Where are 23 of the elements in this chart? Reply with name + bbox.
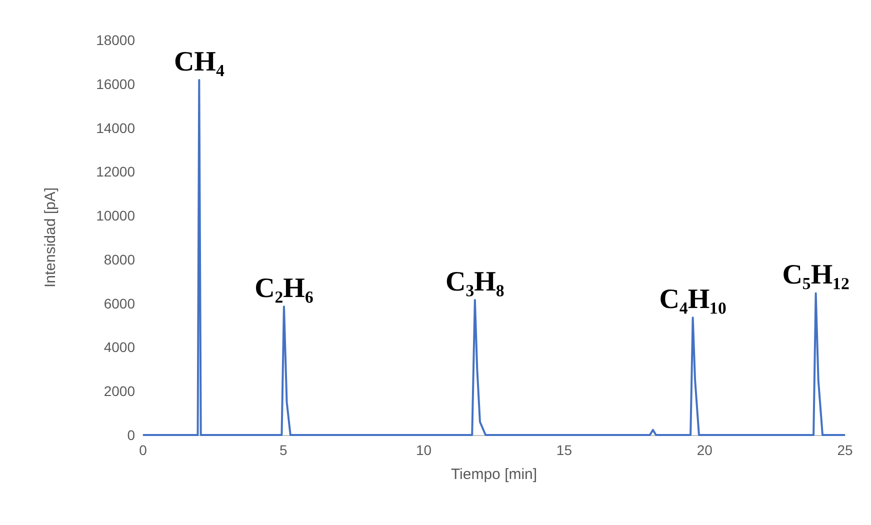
annotation: CH₄ — [174, 46, 225, 78]
x-tick-label: 25 — [837, 442, 853, 458]
x-tick-label: 20 — [696, 442, 713, 458]
y-tick-label: 0 — [127, 427, 136, 443]
y-tick-label: 18000 — [96, 32, 136, 48]
y-tick-label: 8000 — [104, 251, 136, 268]
y-tick-label: 12000 — [96, 164, 136, 180]
x-axis-title: Tiempo [min] — [450, 466, 538, 483]
x-tick-label: 0 — [139, 442, 148, 458]
annotation: C₂H₆ — [254, 273, 314, 304]
y-axis-title: Intensidad [pA] — [42, 187, 59, 288]
x-tick-label: 5 — [280, 442, 288, 458]
annotation: C₄H₁₀ — [659, 284, 726, 316]
y-tick-label: 16000 — [96, 76, 136, 92]
y-tick-label: 6000 — [104, 295, 136, 312]
x-tick-label: 15 — [556, 442, 572, 458]
y-tick-label: 10000 — [96, 208, 136, 224]
x-tick-label: 10 — [416, 442, 432, 458]
y-tick-label: 2000 — [104, 383, 136, 400]
annotation: C₅H₁₂ — [782, 260, 850, 291]
y-tick-label: 14000 — [96, 120, 136, 136]
annotation: C₃H₈ — [446, 266, 504, 298]
y-tick-label: 4000 — [104, 339, 136, 356]
